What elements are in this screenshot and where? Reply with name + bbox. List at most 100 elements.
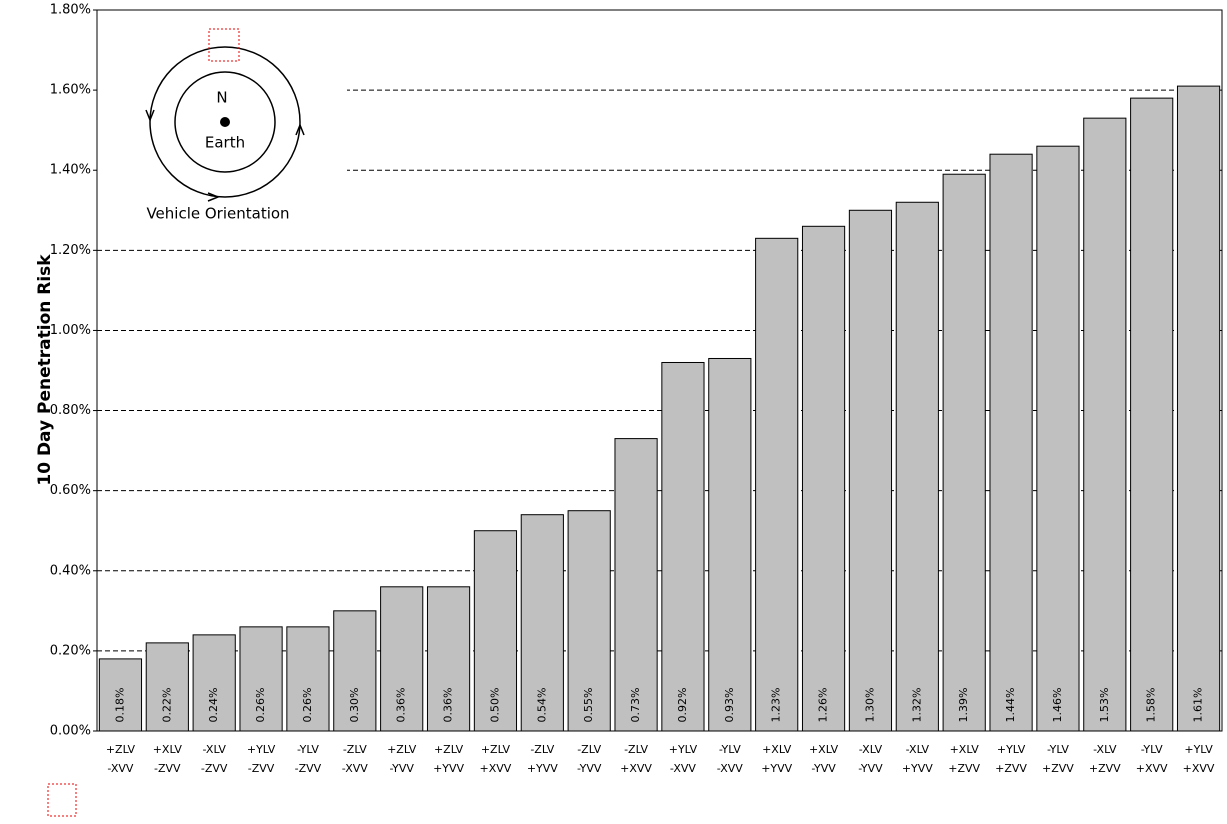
y-tick-label: 1.80% (50, 3, 91, 18)
x-tick-label: +ZVV (1042, 762, 1074, 775)
bar (333, 610, 377, 732)
value-label: 1.58% (1145, 688, 1158, 723)
bar (239, 626, 283, 732)
x-tick-label: +XVV (1183, 762, 1215, 775)
value-label: 0.36% (442, 688, 455, 723)
x-tick-label: +XVV (1136, 762, 1168, 775)
value-label: 0.26% (301, 688, 314, 723)
x-tick-label: +ZLV (481, 743, 511, 756)
earth-label: Earth (205, 134, 245, 152)
y-tick-label: 1.00% (50, 323, 91, 338)
value-label: 1.46% (1051, 688, 1064, 723)
bar (895, 201, 939, 732)
x-tick-label: -XVV (717, 762, 743, 775)
x-tick-label: -ZLV (343, 743, 367, 756)
bar (942, 173, 986, 732)
x-tick-label: -YLV (1047, 743, 1069, 756)
bar (98, 658, 143, 732)
x-tick-label: +YLV (247, 743, 276, 756)
value-label: 0.92% (676, 688, 689, 723)
earth-circle (174, 71, 276, 173)
x-tick-label: +XLV (809, 743, 839, 756)
value-label: 0.26% (254, 688, 267, 723)
value-label: 0.54% (535, 688, 548, 723)
value-label: 1.61% (1192, 688, 1205, 723)
x-tick-label: +ZVV (995, 762, 1027, 775)
x-tick-label: +ZLV (387, 743, 417, 756)
value-label: 1.53% (1098, 688, 1111, 723)
bar (755, 237, 799, 732)
bar (1036, 145, 1080, 732)
bar (286, 626, 330, 732)
y-axis-label: 10 Day Penetration Risk (35, 254, 55, 486)
value-label: 0.22% (160, 688, 173, 723)
bar (380, 586, 424, 732)
x-tick-label: -XVV (107, 762, 133, 775)
x-tick-label: -XLV (202, 743, 226, 756)
x-tick-label: -XLV (1093, 743, 1117, 756)
x-tick-label: -XLV (859, 743, 883, 756)
orbit-arrows (145, 109, 305, 202)
north-label: N (216, 89, 227, 107)
x-tick-label: -YLV (297, 743, 319, 756)
x-tick-label: +XVV (620, 762, 652, 775)
value-label: 0.55% (582, 688, 595, 723)
value-label: 1.32% (910, 688, 923, 723)
inset-caption: Vehicle Orientation (146, 205, 289, 223)
orientation-inset: N Earth Vehicle Orientation (97, 11, 347, 231)
x-tick-label: +YLV (1184, 743, 1213, 756)
x-tick-label: +XVV (480, 762, 512, 775)
bar (1176, 85, 1221, 732)
bar (520, 514, 564, 732)
x-tick-label: +ZVV (1089, 762, 1121, 775)
bar (848, 209, 893, 732)
x-tick-label: -YLV (1141, 743, 1163, 756)
y-tick-label: 0.20% (50, 643, 91, 658)
bar (1083, 117, 1127, 732)
y-tick-label: 0.40% (50, 563, 91, 578)
x-tick-label: +ZLV (106, 743, 136, 756)
x-tick-label: -YVV (858, 762, 883, 775)
x-tick-label: +ZVV (948, 762, 980, 775)
x-tick-label: +XLV (762, 743, 792, 756)
x-tick-label: -YVV (577, 762, 602, 775)
bar (1130, 97, 1174, 732)
bar (989, 153, 1033, 732)
value-label: 1.30% (863, 688, 876, 723)
x-tick-label: +YLV (669, 743, 698, 756)
x-tick-label: -YLV (719, 743, 741, 756)
x-tick-label: +YLV (997, 743, 1026, 756)
x-tick-label: -ZVV (295, 762, 322, 775)
x-tick-label: -XLV (906, 743, 930, 756)
bar (708, 357, 752, 732)
x-tick-label: -ZLV (530, 743, 554, 756)
legend-marker (47, 783, 77, 817)
x-tick-label: -ZVV (154, 762, 181, 775)
value-label: 0.30% (348, 688, 361, 723)
x-tick-label: -YVV (811, 762, 836, 775)
bar (614, 438, 658, 732)
x-tick-label: +YVV (902, 762, 933, 775)
x-tick-label: -ZVV (248, 762, 275, 775)
x-tick-label: -ZVV (201, 762, 228, 775)
bar (567, 510, 611, 732)
value-label: 0.24% (207, 688, 220, 723)
x-tick-label: +YVV (527, 762, 558, 775)
bar (661, 361, 705, 732)
value-label: 0.36% (395, 688, 408, 723)
bar (192, 634, 236, 732)
x-tick-label: +ZLV (434, 743, 464, 756)
x-tick-label: +YVV (761, 762, 792, 775)
bar (145, 642, 189, 732)
x-tick-label: +YVV (433, 762, 464, 775)
y-tick-label: 0.00% (50, 724, 91, 739)
value-label: 0.50% (488, 688, 501, 723)
y-tick-label: 0.60% (50, 483, 91, 498)
bar (801, 225, 846, 732)
value-label: 0.93% (723, 688, 736, 723)
vehicle-marker (208, 28, 240, 62)
value-label: 1.26% (817, 688, 830, 723)
value-label: 1.39% (957, 688, 970, 723)
y-tick-label: 1.60% (50, 83, 91, 98)
